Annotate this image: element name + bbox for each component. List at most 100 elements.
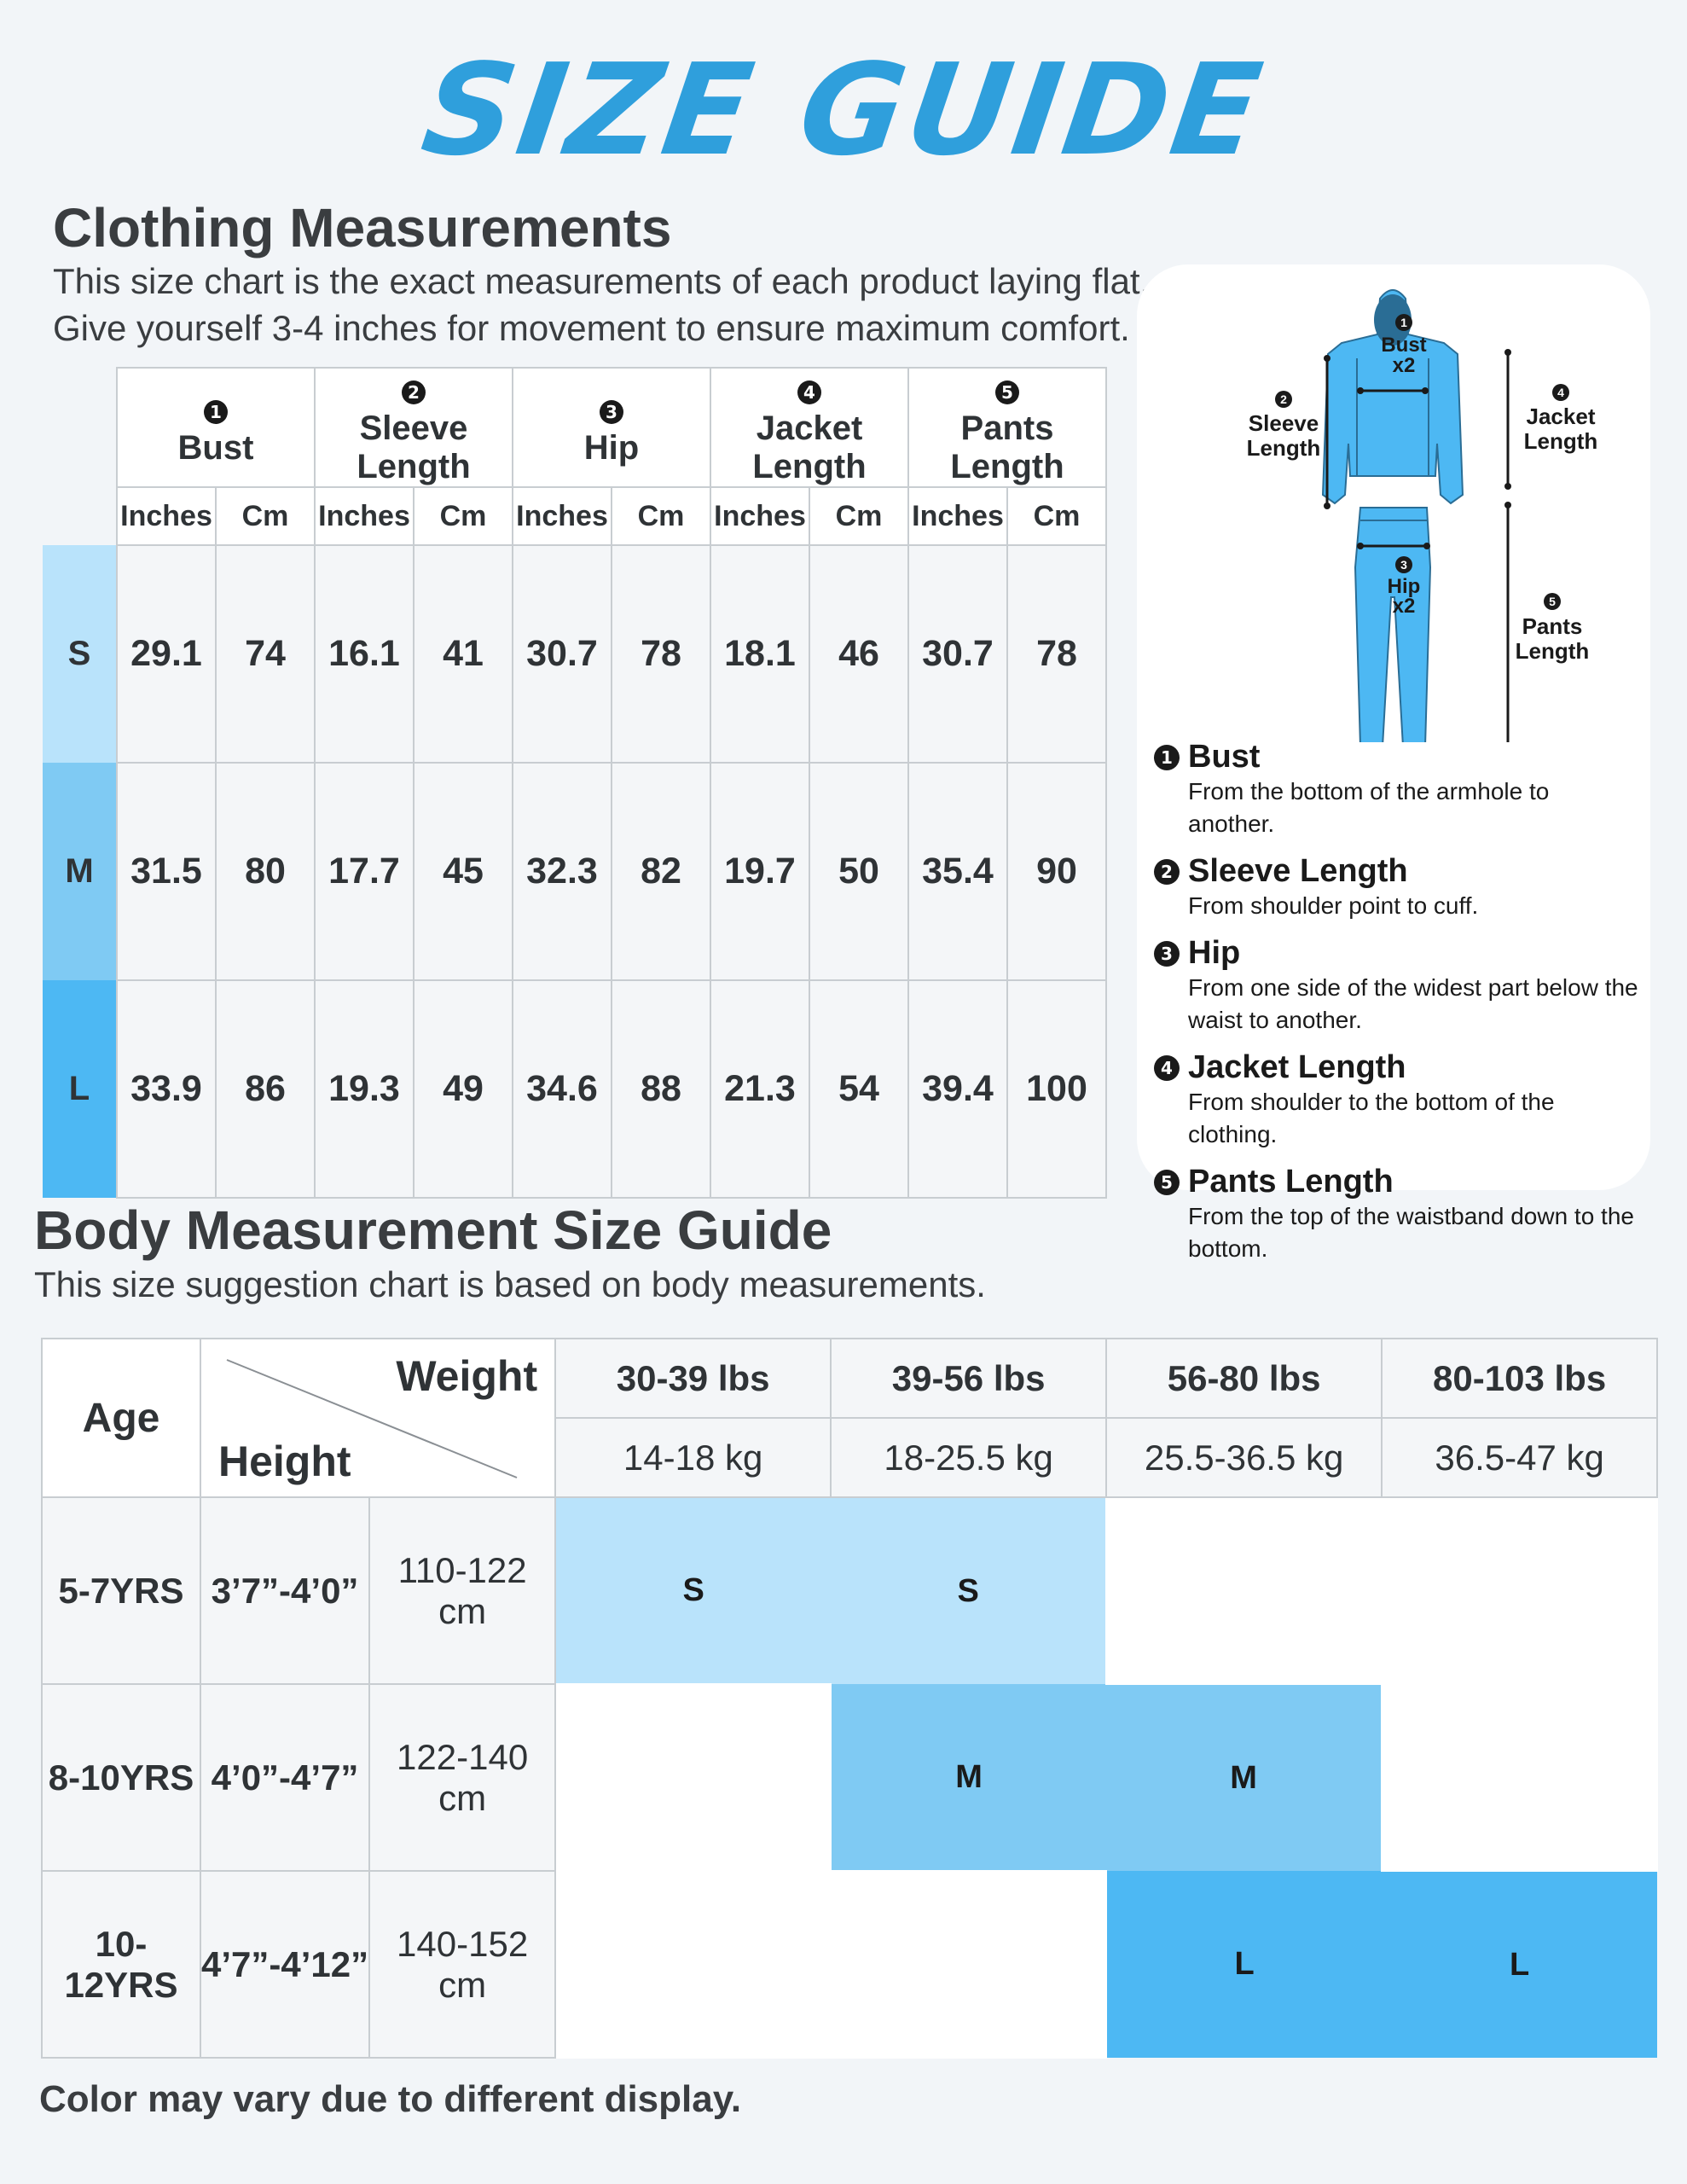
weight-kg: 25.5-36.5 kg bbox=[1105, 1417, 1383, 1498]
col-sleeve-length: 2 Sleeve Length bbox=[314, 367, 513, 488]
table-cell: 88 bbox=[611, 979, 711, 1199]
table-row: 8-10YRS 4’0”-4’7” 122-140 cm M M bbox=[41, 1683, 1659, 1872]
col-jacket-length: 4 Jacket Length bbox=[710, 367, 909, 488]
footer-note: Color may vary due to different display. bbox=[39, 2078, 742, 2120]
garment-diagram: 1 Bust x2 3 Hip x2 2 Sleeve Length 4 Jac… bbox=[1247, 289, 1597, 742]
hip-label: Hip bbox=[1388, 575, 1421, 598]
weight-kg: 18-25.5 kg bbox=[830, 1417, 1108, 1498]
unit-header: Cm bbox=[809, 486, 909, 546]
pants-shape bbox=[1354, 507, 1432, 742]
unit-header: Cm bbox=[611, 486, 711, 546]
table-cell: 19.3 bbox=[314, 979, 415, 1199]
body-heading: Body Measurement Size Guide bbox=[34, 1199, 832, 1261]
legend-item-hip: 3 Hip From one side of the widest part b… bbox=[1154, 934, 1640, 1037]
size-cell: L bbox=[1382, 1871, 1658, 2058]
bust-x2: x2 bbox=[1393, 354, 1416, 377]
age-cell: 5-7YRS bbox=[41, 1496, 201, 1685]
num-2: 2 bbox=[1280, 392, 1287, 406]
unit-header: Inches bbox=[116, 486, 217, 546]
table-cell: 35.4 bbox=[907, 762, 1008, 981]
num-5: 5 bbox=[1549, 595, 1556, 608]
table-cell: 54 bbox=[809, 979, 909, 1199]
unit-header: Inches bbox=[907, 486, 1008, 546]
size-label: L bbox=[43, 980, 117, 1198]
page-title: SIZE GUIDE bbox=[414, 37, 1273, 183]
weight-kg: 14-18 kg bbox=[554, 1417, 832, 1498]
unit-header: Cm bbox=[1006, 486, 1107, 546]
unit-header: Cm bbox=[413, 486, 513, 546]
unit-header: Inches bbox=[512, 486, 612, 546]
weight-lbs: 80-103 lbs bbox=[1381, 1338, 1659, 1419]
col-label: Sleeve Length bbox=[357, 410, 471, 485]
legend-desc: From shoulder to the bottom of the cloth… bbox=[1188, 1089, 1555, 1147]
age-header: Age bbox=[41, 1338, 201, 1498]
table-cell: 49 bbox=[413, 979, 513, 1199]
number-icon: 5 bbox=[1154, 1170, 1180, 1195]
clothing-desc-1: This size chart is the exact measurement… bbox=[53, 261, 1151, 301]
table-cell: 90 bbox=[1006, 762, 1107, 981]
table-cell: 82 bbox=[611, 762, 711, 981]
table-cell: 30.7 bbox=[512, 544, 612, 764]
legend-desc: From one side of the widest part below t… bbox=[1188, 974, 1638, 1033]
hip-x2: x2 bbox=[1393, 595, 1416, 618]
legend-item-bust: 1 Bust From the bottom of the armhole to… bbox=[1154, 738, 1640, 840]
weight-kg: 36.5-47 kg bbox=[1381, 1417, 1659, 1498]
height-label: Height bbox=[218, 1438, 351, 1485]
table-cell: 32.3 bbox=[512, 762, 612, 981]
legend-item-jacket-length: 4 Jacket Length From shoulder to the bot… bbox=[1154, 1048, 1640, 1151]
legend-title: Jacket Length bbox=[1188, 1049, 1406, 1085]
pants-length-label: Length bbox=[1516, 638, 1590, 664]
table-row: S 29.1 74 16.1 41 30.7 78 18.1 46 30.7 7… bbox=[43, 544, 1107, 764]
number-icon: 1 bbox=[204, 399, 228, 424]
weight-label: Weight bbox=[396, 1352, 538, 1400]
age-cell: 8-10YRS bbox=[41, 1683, 201, 1872]
table-row: 5-7YRS 3’7”-4’0” 110-122 cm S S bbox=[41, 1496, 1659, 1685]
size-cell: M bbox=[1106, 1684, 1383, 1871]
table-row: M 31.5 80 17.7 45 32.3 82 19.7 50 35.4 9… bbox=[43, 762, 1107, 981]
table-cell: 30.7 bbox=[907, 544, 1008, 764]
table-cell: 41 bbox=[413, 544, 513, 764]
col-pants-length: 5 Pants Length bbox=[907, 367, 1107, 488]
age-cell: 10-12YRS bbox=[41, 1870, 201, 2059]
number-icon: 3 bbox=[600, 399, 623, 424]
size-cell bbox=[1381, 1496, 1659, 1685]
pants-label: Pants bbox=[1522, 613, 1583, 639]
body-size-table: Age Weight Height 30-39 lbs 39-56 lbs 56… bbox=[41, 1338, 1659, 2059]
sleeve-label: Sleeve bbox=[1249, 410, 1319, 436]
num-1: 1 bbox=[1400, 316, 1407, 329]
col-label: Hip bbox=[583, 428, 640, 467]
table-cell: 18.1 bbox=[710, 544, 810, 764]
num-3: 3 bbox=[1400, 558, 1407, 572]
legend-title: Bust bbox=[1188, 739, 1261, 775]
measurement-diagram-card: 1 Bust x2 3 Hip x2 2 Sleeve Length 4 Jac… bbox=[1137, 264, 1650, 1262]
col-label: Bust bbox=[177, 428, 254, 467]
table-cell: 45 bbox=[413, 762, 513, 981]
number-icon: 1 bbox=[1154, 745, 1180, 770]
table-cell: 39.4 bbox=[907, 979, 1008, 1199]
table-cell: 16.1 bbox=[314, 544, 415, 764]
table-cell: 78 bbox=[611, 544, 711, 764]
table-cell: 33.9 bbox=[116, 979, 217, 1199]
size-label: M bbox=[43, 763, 117, 980]
size-cell: L bbox=[1106, 1871, 1383, 2058]
legend-desc: From the bottom of the armhole to anothe… bbox=[1188, 778, 1550, 837]
table-corner bbox=[43, 487, 117, 545]
table-cell: 17.7 bbox=[314, 762, 415, 981]
height-ft-cell: 4’7”-4’12” bbox=[199, 1870, 371, 2059]
table-cell: 31.5 bbox=[116, 762, 217, 981]
col-label: Jacket Length bbox=[752, 410, 867, 485]
body-desc: This size suggestion chart is based on b… bbox=[34, 1264, 986, 1304]
legend-title: Sleeve Length bbox=[1188, 853, 1408, 889]
weight-lbs: 39-56 lbs bbox=[830, 1338, 1108, 1419]
table-row: L 33.9 86 19.3 49 34.6 88 21.3 54 39.4 1… bbox=[43, 979, 1107, 1199]
jacket-label: Jacket bbox=[1527, 404, 1596, 429]
number-icon: 4 bbox=[797, 380, 821, 404]
number-icon: 5 bbox=[995, 380, 1019, 404]
col-hip: 3 Hip bbox=[512, 367, 711, 488]
size-cell bbox=[554, 1683, 832, 1872]
legend-title: Pants Length bbox=[1188, 1164, 1394, 1199]
legend-title: Hip bbox=[1188, 935, 1241, 971]
table-cell: 74 bbox=[215, 544, 316, 764]
table-cell: 80 bbox=[215, 762, 316, 981]
size-cell bbox=[554, 1870, 832, 2059]
